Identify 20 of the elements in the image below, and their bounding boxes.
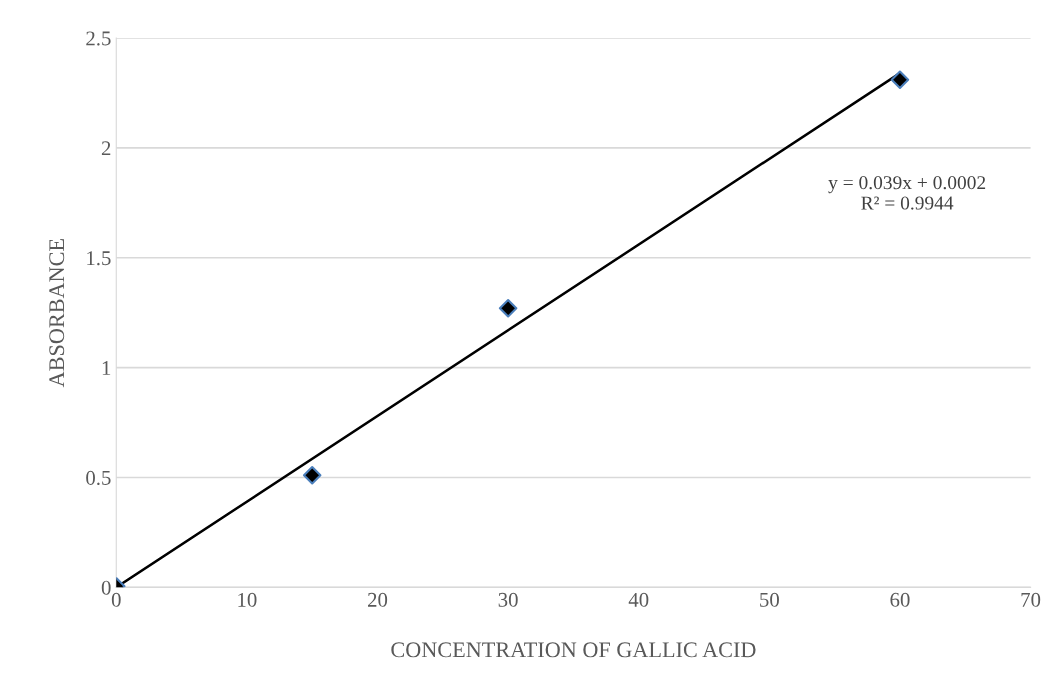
- point: [890, 70, 910, 90]
- point: [498, 299, 518, 318]
- x-axis-title: CONCENTRATION OF GALLIC ACID: [391, 642, 756, 658]
- y-tick-label: 0: [101, 580, 111, 595]
- x-tick-label: 70: [1021, 592, 1041, 607]
- point: [302, 466, 322, 485]
- y-tick-label: 1.5: [87, 251, 111, 266]
- x-tick-label: 30: [498, 592, 518, 607]
- x-tick-label: 20: [368, 592, 388, 607]
- x-tick-label: 60: [890, 592, 910, 607]
- y-tick-label: 0.5: [86, 470, 111, 486]
- annotation: y = 0.039x + 0.0002 R² = 0.9944: [828, 176, 986, 210]
- y-axis-title: ABSORBANCE: [49, 239, 65, 388]
- y-tick-label: 1: [102, 361, 111, 375]
- x-tick-label: 10: [238, 592, 257, 607]
- x-tick-label: 50: [760, 592, 779, 607]
- y-tick-label: 2: [101, 141, 111, 156]
- y-tick-label: 2.5: [86, 31, 111, 46]
- x-tick-label: 40: [628, 592, 649, 607]
- x-tick-label: 0: [111, 592, 121, 607]
